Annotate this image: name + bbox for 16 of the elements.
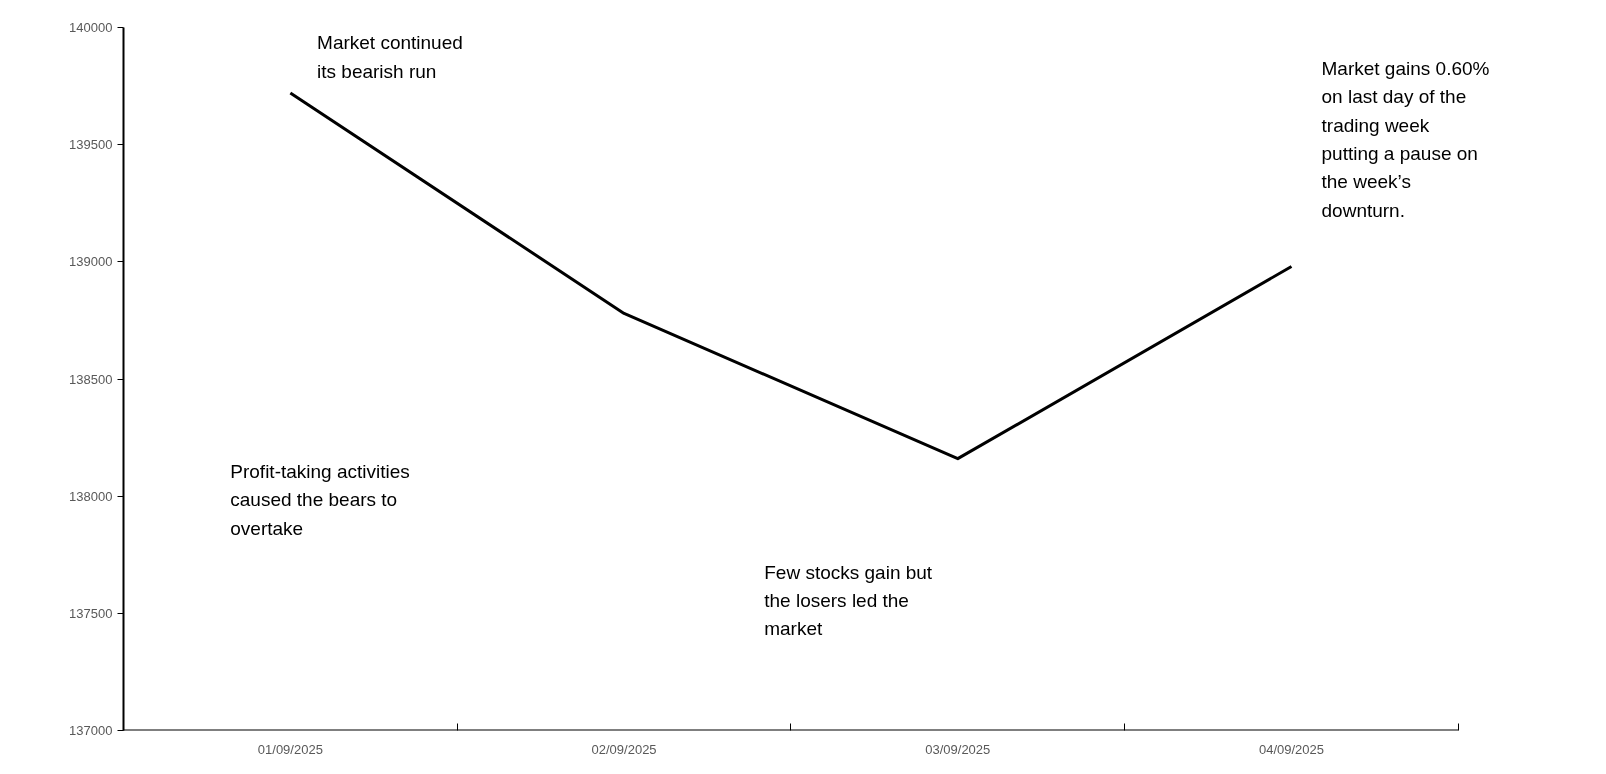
x-tick-label: 02/09/2025 xyxy=(591,741,657,757)
line-series xyxy=(288,91,1293,461)
annotation: Market continued its bearish run xyxy=(317,32,463,82)
y-tick-label: 139500 xyxy=(69,137,113,153)
y-tick-label: 138500 xyxy=(69,371,113,387)
y-tick-label: 139000 xyxy=(69,254,113,270)
y-tick-label: 137000 xyxy=(69,723,113,738)
x-tick-label: 03/09/2025 xyxy=(925,741,991,757)
annotation: Few stocks gain but the losers led the market xyxy=(764,561,933,640)
annotation: Profit-taking activities caused the bears to overtake xyxy=(230,461,410,539)
annotation: Market gains 0.60% on last day of the trading week putting a pause on the week’s downturn. xyxy=(1321,57,1490,221)
y-tick-label: 138000 xyxy=(69,488,113,504)
y-tick-label: 137500 xyxy=(69,605,113,621)
x-tick-label: 04/09/2025 xyxy=(1258,741,1325,757)
y-tick-label: 140000 xyxy=(69,20,113,35)
x-tick-label: 01/09/2025 xyxy=(257,741,323,757)
